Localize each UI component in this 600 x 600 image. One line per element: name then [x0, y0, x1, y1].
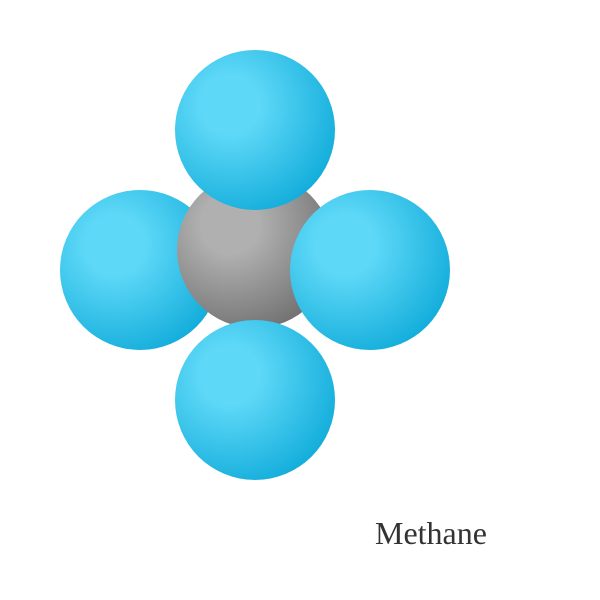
hydrogen-bottom-atom	[175, 320, 335, 480]
hydrogen-top-atom	[175, 50, 335, 210]
hydrogen-right-atom	[290, 190, 450, 350]
molecule-name-label: Methane	[375, 515, 487, 552]
molecule-diagram: Methane	[0, 0, 600, 600]
